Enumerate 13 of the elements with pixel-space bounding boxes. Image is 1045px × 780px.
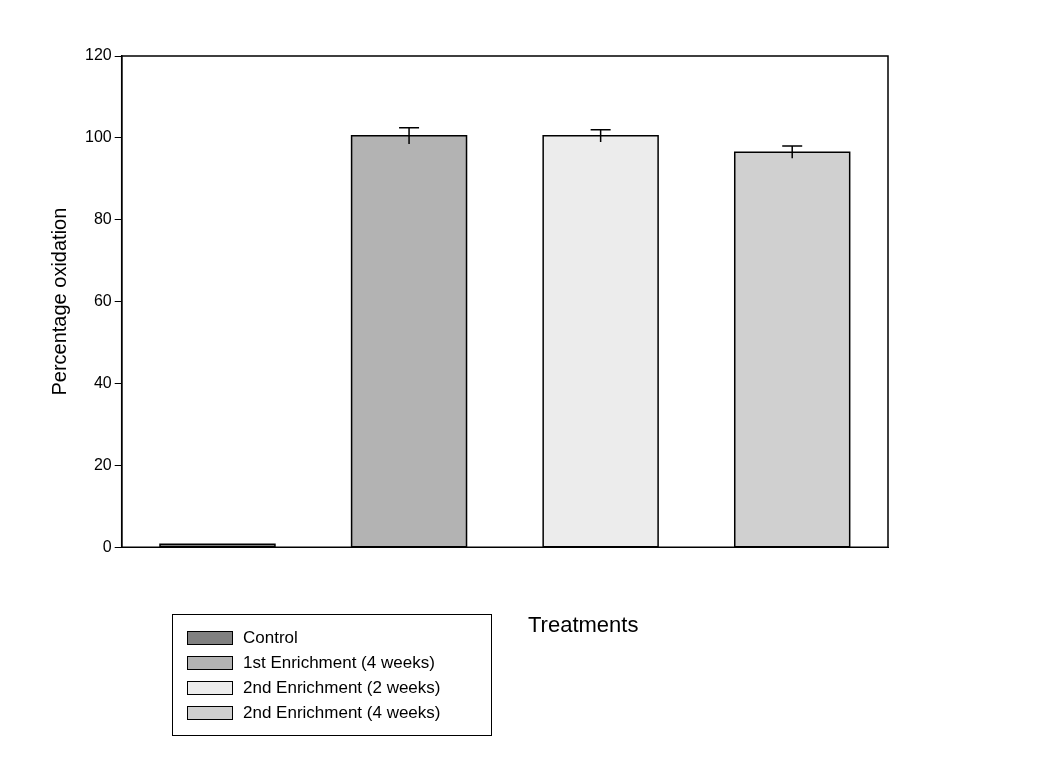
legend-label: 2nd Enrichment (2 weeks) [243,677,441,699]
y-tick-label: 80 [93,210,112,228]
y-tick-label: 60 [93,292,112,310]
y-tick-label: 40 [93,373,112,391]
y-axis-title: Percentage oxidation [47,207,70,396]
x-axis-title: Treatments [528,612,639,638]
y-tick-label: 0 [102,537,112,555]
y-tick-label: 120 [84,46,112,64]
legend-label: 1st Enrichment (4 weeks) [243,652,435,674]
y-tick-label: 20 [93,455,112,473]
legend-label: 2nd Enrichment (4 weeks) [243,702,441,724]
legend-label: Control [243,627,298,649]
y-tick-label: 100 [84,128,112,146]
